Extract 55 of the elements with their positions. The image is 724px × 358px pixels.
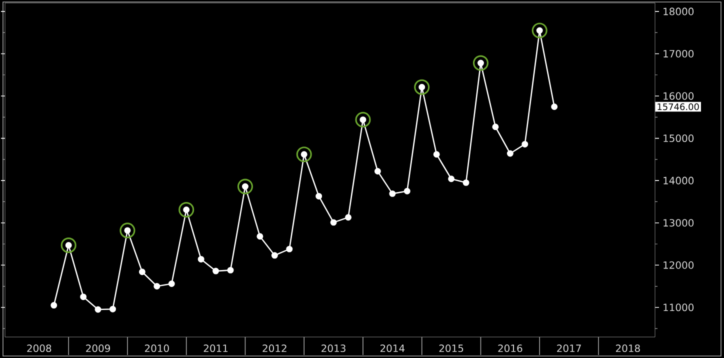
y-tick-label: 12000 [664, 261, 694, 269]
point [178, 202, 194, 218]
point [532, 22, 548, 38]
point [94, 306, 102, 313]
x-tick-label: 2010 [144, 344, 169, 352]
x-tick-label: 2017 [557, 344, 581, 352]
point [374, 168, 381, 175]
point [296, 146, 312, 162]
x-tick-label: 2014 [380, 344, 405, 352]
point [198, 256, 204, 262]
point [271, 252, 278, 259]
y-tick-label: 14000 [664, 176, 694, 184]
x-tick-label: 2013 [322, 344, 346, 352]
point [462, 179, 470, 186]
point [330, 219, 337, 226]
point [120, 222, 136, 238]
point [138, 268, 146, 276]
x-tick-label: 2012 [262, 344, 286, 352]
point [345, 214, 352, 221]
y-tick-label: 11000 [664, 304, 694, 312]
x-tick-label: 2018 [616, 344, 640, 352]
point [80, 294, 87, 300]
y-tick-label: 17000 [664, 50, 694, 58]
point [286, 246, 293, 252]
point [237, 178, 253, 194]
point [492, 124, 499, 130]
point [168, 280, 175, 287]
point [316, 192, 322, 200]
point [50, 302, 58, 309]
point [448, 176, 455, 182]
point [404, 188, 410, 194]
point [154, 283, 160, 290]
y-tick-label: 15000 [664, 134, 694, 142]
y-tick-label: 16000 [664, 92, 694, 100]
point [110, 306, 116, 312]
x-tick-label: 2011 [204, 344, 228, 352]
point [389, 190, 396, 197]
x-tick-label: 2009 [86, 344, 110, 352]
point [227, 266, 234, 274]
point [355, 112, 371, 128]
point [414, 79, 430, 95]
point [60, 237, 76, 254]
point [433, 151, 440, 158]
point [522, 140, 528, 148]
point [256, 233, 264, 240]
x-tick-label: 2015 [439, 344, 464, 352]
x-tick-label: 2008 [27, 344, 52, 352]
point [551, 104, 558, 110]
point [506, 150, 514, 157]
y-tick-label: 18000 [664, 8, 694, 16]
y-tick-label: 13000 [664, 219, 694, 227]
point [472, 55, 489, 71]
point [212, 268, 220, 274]
text: 15746.00 [658, 103, 699, 110]
x-tick-label: 2016 [498, 344, 522, 352]
